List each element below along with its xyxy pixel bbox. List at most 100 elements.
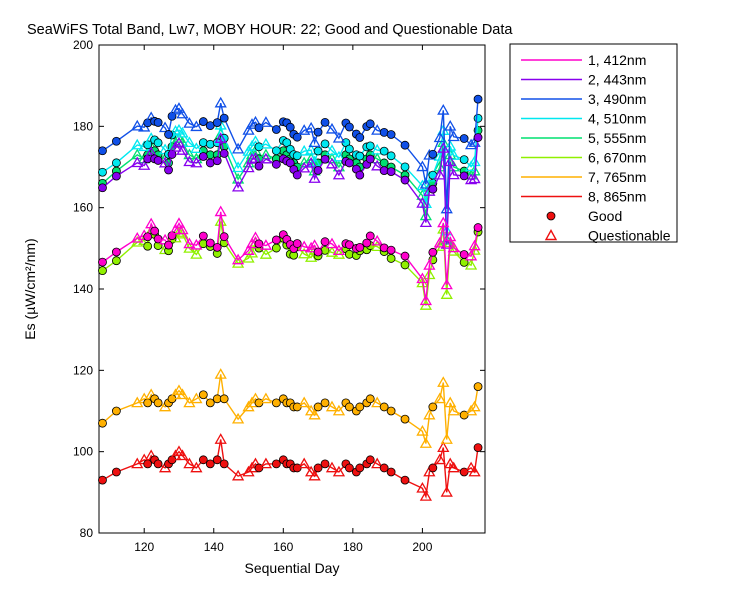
legend-box bbox=[509, 43, 678, 243]
good-point bbox=[473, 113, 483, 123]
good-point bbox=[254, 142, 264, 152]
good-point bbox=[400, 475, 410, 485]
questionable-point bbox=[190, 461, 203, 473]
questionable-point bbox=[298, 247, 311, 259]
questionable-point bbox=[214, 368, 227, 379]
questionable-point bbox=[419, 177, 433, 189]
questionable-point bbox=[468, 400, 481, 412]
good-point bbox=[271, 125, 281, 134]
questionable-point bbox=[183, 155, 196, 167]
good-point bbox=[143, 241, 153, 251]
good-point bbox=[198, 455, 208, 465]
good-point bbox=[386, 130, 396, 139]
questionable-point bbox=[423, 408, 436, 420]
good-point bbox=[365, 394, 375, 404]
good-point bbox=[459, 134, 469, 143]
questionable-point bbox=[172, 137, 186, 148]
questionable-point bbox=[325, 461, 339, 473]
legend-label: 7, 765nm bbox=[588, 169, 646, 185]
questionable-point bbox=[371, 159, 384, 171]
good-point bbox=[386, 254, 396, 263]
good-point bbox=[365, 154, 375, 164]
good-point bbox=[355, 151, 365, 161]
good-point bbox=[362, 238, 372, 248]
questionable-point bbox=[176, 144, 189, 155]
good-point bbox=[320, 139, 330, 149]
questionable-point bbox=[437, 142, 450, 153]
good-point bbox=[153, 138, 163, 148]
questionable-point bbox=[145, 217, 158, 229]
good-point bbox=[459, 250, 469, 259]
questionable-point bbox=[371, 396, 384, 408]
questionable-point bbox=[419, 490, 433, 501]
questionable-point bbox=[332, 150, 346, 162]
questionable-point bbox=[433, 168, 446, 180]
good-point bbox=[428, 463, 438, 473]
questionable-point bbox=[433, 453, 446, 465]
legend: 1, 412nm 2, 443nm 3, 490nm 4, 510nm 5, 555nm… bbox=[509, 43, 678, 244]
questionable-point bbox=[176, 449, 189, 461]
good-point bbox=[111, 158, 121, 168]
good-point bbox=[365, 231, 375, 241]
questionable-point bbox=[464, 138, 478, 150]
good-point bbox=[344, 158, 354, 168]
questionable-point bbox=[468, 239, 481, 251]
questionable-point bbox=[190, 120, 203, 132]
questionable-point bbox=[298, 457, 311, 469]
questionable-point bbox=[305, 143, 318, 155]
questionable-point bbox=[444, 230, 457, 242]
questionable-point bbox=[371, 240, 384, 252]
good-point bbox=[313, 463, 323, 473]
questionable-point bbox=[308, 239, 321, 250]
questionable-point bbox=[214, 215, 227, 226]
good-point bbox=[355, 243, 365, 252]
questionable-point bbox=[325, 237, 339, 249]
questionable-point bbox=[325, 246, 339, 257]
y-axis-label: Es (µW/cm²/nm) bbox=[22, 238, 38, 339]
good-point bbox=[219, 149, 229, 158]
y-tick-label: 200 bbox=[73, 38, 93, 52]
good-point bbox=[198, 117, 208, 126]
questionable-point bbox=[419, 294, 433, 306]
questionable-point bbox=[131, 156, 144, 168]
good-point bbox=[212, 118, 222, 128]
good-point bbox=[167, 231, 177, 241]
questionable-point bbox=[444, 155, 457, 167]
questionable-point bbox=[305, 156, 318, 168]
questionable-point bbox=[259, 248, 273, 259]
series-3 bbox=[98, 94, 483, 214]
questionable-point bbox=[464, 249, 478, 261]
questionable-point bbox=[231, 253, 245, 265]
questionable-point bbox=[444, 119, 457, 131]
questionable-point bbox=[259, 137, 273, 149]
questionable-point bbox=[259, 457, 273, 469]
series-8 bbox=[98, 433, 483, 501]
y-tick-label: 120 bbox=[73, 363, 93, 377]
good-point bbox=[205, 398, 215, 408]
series-4 bbox=[98, 113, 483, 236]
good-point bbox=[400, 175, 410, 185]
questionable-point bbox=[308, 408, 321, 420]
questionable-point bbox=[419, 437, 433, 448]
questionable-point bbox=[332, 404, 346, 416]
good-point bbox=[98, 183, 107, 193]
questionable-point bbox=[444, 457, 457, 469]
questionable-point bbox=[468, 155, 481, 167]
good-point bbox=[386, 167, 396, 177]
good-point bbox=[164, 130, 173, 139]
good-point bbox=[219, 232, 229, 242]
questionable-point bbox=[231, 412, 245, 424]
good-point bbox=[313, 146, 323, 156]
legend-good-label: Good bbox=[588, 208, 622, 224]
questionable-point bbox=[325, 152, 339, 164]
questionable-point bbox=[440, 433, 453, 444]
chart-title: SeaWiFS Total Band, Lw7, MOBY HOUR: 22; … bbox=[27, 22, 513, 38]
questionable-point bbox=[371, 457, 384, 469]
questionable-point bbox=[183, 457, 196, 469]
good-point bbox=[198, 390, 208, 400]
good-point bbox=[320, 237, 330, 247]
legend-questionable-marker bbox=[544, 229, 558, 241]
questionable-point bbox=[259, 152, 273, 164]
good-point bbox=[355, 402, 365, 412]
